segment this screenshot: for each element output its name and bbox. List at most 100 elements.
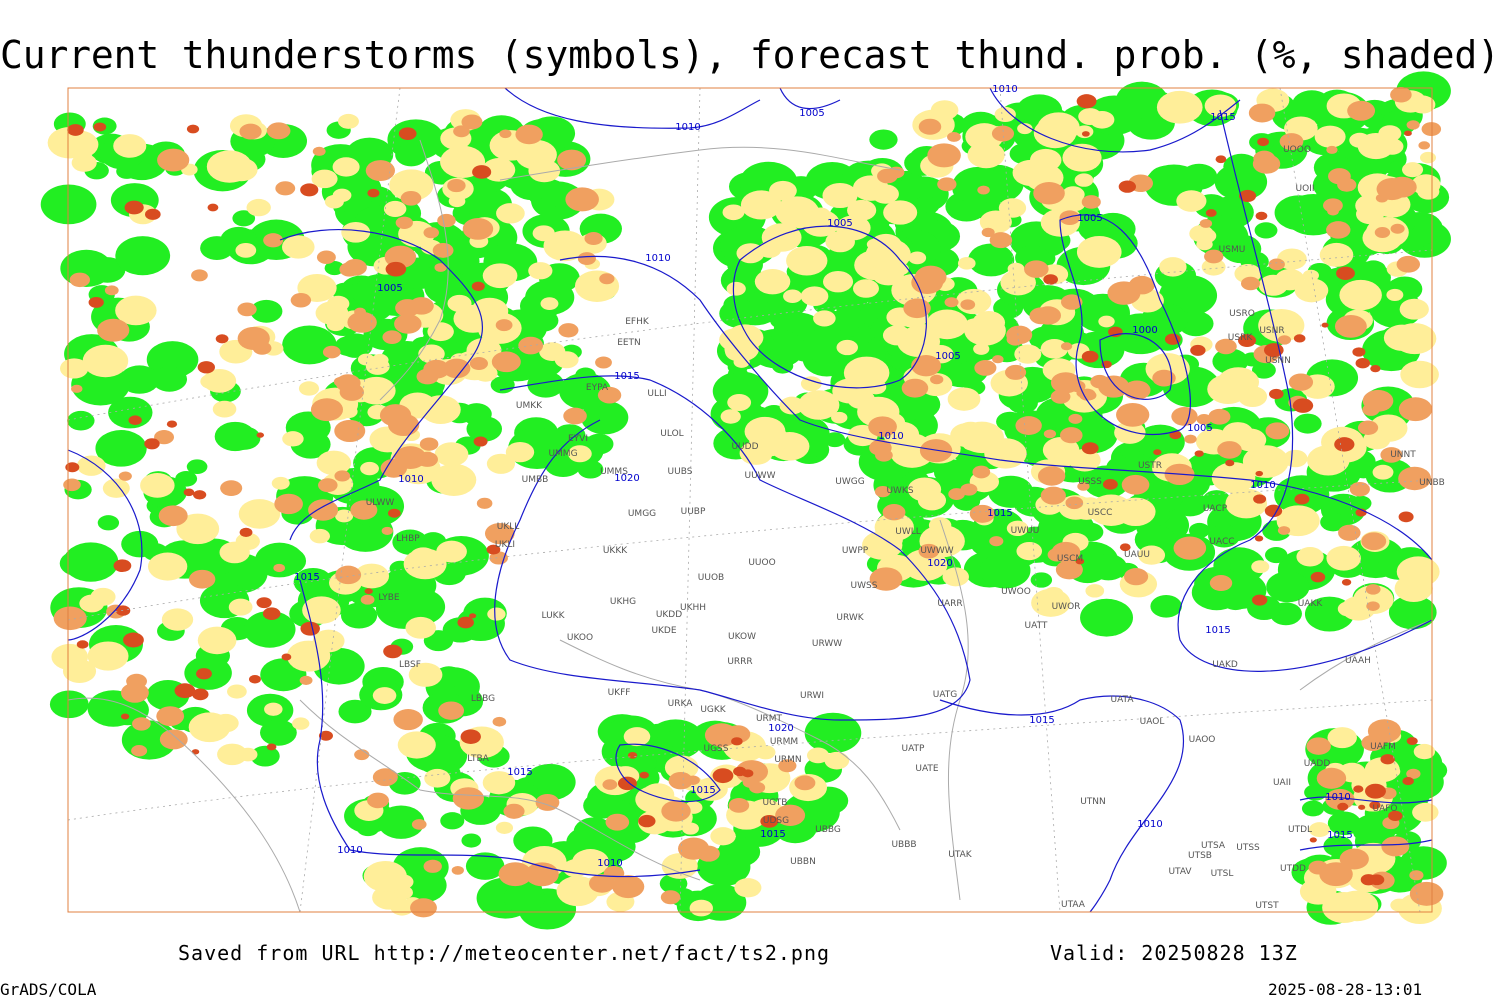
shade-blob xyxy=(1390,87,1412,103)
shade-blob xyxy=(423,227,440,239)
shade-blob xyxy=(76,455,106,476)
shade-blob xyxy=(318,730,333,741)
shade-blob xyxy=(273,563,286,573)
shade-blob xyxy=(1014,344,1042,364)
shade-blob xyxy=(1380,754,1395,765)
shade-blob xyxy=(333,376,348,387)
shade-blob xyxy=(390,898,414,916)
shade-blob xyxy=(393,709,423,731)
station-code: LBBG xyxy=(471,694,495,704)
station-code: URKA xyxy=(668,699,694,709)
shade-blob xyxy=(800,286,829,307)
shade-blob xyxy=(1277,526,1291,535)
shade-blob xyxy=(1121,474,1150,495)
shade-blob xyxy=(1080,598,1134,637)
station-code: USSS xyxy=(1078,477,1102,487)
shade-blob xyxy=(466,416,503,442)
shade-blob xyxy=(235,532,260,550)
shade-blob xyxy=(1302,269,1319,282)
shade-blob xyxy=(310,398,344,422)
shade-blob xyxy=(1363,429,1391,450)
shade-blob xyxy=(992,355,1004,364)
shade-blob xyxy=(212,713,239,733)
station-code: UKOW xyxy=(728,632,756,642)
shade-blob xyxy=(1006,520,1029,537)
shade-blob xyxy=(63,478,81,492)
station-code: URWI xyxy=(800,691,824,701)
shade-blob xyxy=(332,157,360,177)
shade-blob xyxy=(1050,389,1071,404)
shade-blob xyxy=(960,299,976,310)
shade-blob xyxy=(1180,163,1218,190)
shade-blob xyxy=(335,565,362,585)
shade-blob xyxy=(1402,777,1414,786)
shade-blob xyxy=(1399,846,1447,880)
shade-blob xyxy=(734,878,762,898)
shade-blob xyxy=(1421,122,1442,137)
isobar-label: 1010 xyxy=(1250,480,1275,491)
shade-blob xyxy=(937,177,957,192)
shade-blob xyxy=(298,381,320,396)
shade-blob xyxy=(431,463,477,496)
station-code: UOII xyxy=(1296,184,1315,194)
shade-blob xyxy=(558,323,579,338)
shade-blob xyxy=(1334,437,1355,452)
shade-blob xyxy=(1194,450,1204,457)
shade-blob xyxy=(200,236,234,261)
station-code: UATE xyxy=(915,764,939,774)
shade-blob xyxy=(1205,209,1217,217)
shade-blob xyxy=(1156,90,1203,124)
shade-blob xyxy=(340,602,378,629)
isobars xyxy=(67,87,1433,913)
shade-blob xyxy=(1369,801,1381,810)
station-code: UACP xyxy=(1203,504,1228,514)
shade-blob xyxy=(1316,767,1347,789)
shade-blob xyxy=(1326,545,1361,571)
shade-blob xyxy=(469,357,488,371)
shade-blob xyxy=(115,236,171,276)
shade-blob xyxy=(365,357,390,375)
shade-blob xyxy=(1398,466,1432,491)
shade-blob xyxy=(527,371,565,398)
shade-blob xyxy=(927,143,961,168)
shade-blob xyxy=(686,775,700,785)
shade-blob xyxy=(1388,595,1437,630)
shade-blob xyxy=(383,200,407,217)
shade-blob xyxy=(157,148,190,172)
station-code: UTSB xyxy=(1188,851,1212,861)
shade-blob xyxy=(151,366,188,392)
shade-blob xyxy=(154,430,175,445)
shade-blob xyxy=(51,643,89,670)
shade-blob xyxy=(423,859,442,873)
shade-blob xyxy=(868,416,897,437)
station-code: EFHK xyxy=(625,317,650,327)
shade-blob xyxy=(1396,556,1440,588)
shade-blob xyxy=(1265,422,1290,440)
shade-blob xyxy=(1357,420,1379,435)
shade-blob xyxy=(1413,743,1436,760)
shade-blob xyxy=(266,122,291,140)
shade-blob xyxy=(543,230,587,262)
shade-blob xyxy=(736,243,765,264)
shade-blob xyxy=(1353,785,1364,793)
station-code: USCC xyxy=(1088,508,1113,518)
shade-blob xyxy=(871,184,899,204)
shade-blob xyxy=(977,185,990,195)
shade-blob xyxy=(612,875,645,899)
shade-blob xyxy=(409,880,438,901)
shade-blob xyxy=(476,497,493,509)
source-url: Saved from URL http://meteocenter.net/fa… xyxy=(178,941,830,965)
shade-blob xyxy=(1060,342,1073,351)
shade-blob xyxy=(1153,449,1162,456)
shade-blob xyxy=(1337,177,1357,192)
shade-blob xyxy=(1148,165,1186,193)
shade-blob xyxy=(452,787,485,810)
shade-blob xyxy=(394,446,427,470)
shade-blob xyxy=(471,281,485,291)
shade-blob xyxy=(1024,260,1049,278)
shade-blob xyxy=(1372,464,1394,480)
shade-blob xyxy=(1274,195,1324,231)
shade-blob xyxy=(379,404,412,427)
shade-blob xyxy=(1321,322,1329,328)
